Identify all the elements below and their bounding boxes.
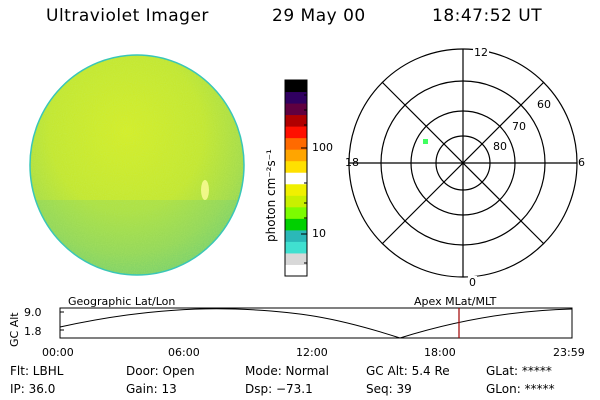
colorbar-unit-label: photon cm⁻²s⁻¹ <box>264 149 278 242</box>
mlt-label-0: 0 <box>468 276 477 289</box>
data-point <box>423 139 428 144</box>
timeline-tick-3: 18:00 <box>424 346 456 359</box>
colorbar-segment <box>285 264 307 277</box>
lat-label-60: 60 <box>536 98 552 111</box>
colorbar-segment <box>285 91 307 104</box>
time-label: 18:47:52 UT <box>432 6 543 26</box>
mlt-polar-plot <box>348 48 578 278</box>
timeline-tick-4: 23:59 <box>553 346 585 359</box>
colorbar-segment <box>285 80 307 93</box>
info-gc-alt: GC Alt: 5.4 Re <box>366 364 450 378</box>
timeline-tick-1: 06:00 <box>168 346 200 359</box>
colorbar-segment <box>285 195 307 208</box>
colorbar-segment <box>285 137 307 150</box>
info-seq: Seq: 39 <box>366 382 412 396</box>
mlt-label-12: 12 <box>473 46 489 59</box>
colorbar-segment <box>285 241 307 254</box>
colorbar-segment <box>285 160 307 173</box>
lat-label-70: 70 <box>511 120 527 133</box>
mlt-label-18: 18 <box>345 156 359 169</box>
colorbar-segment <box>285 114 307 127</box>
timeline-left-title: Geographic Lat/Lon <box>68 295 176 308</box>
info-door: Door: Open <box>126 364 195 378</box>
app-title: Ultraviolet Imager <box>46 6 209 26</box>
info-dsp: Dsp: −73.1 <box>245 382 313 396</box>
timeline-tick-2: 12:00 <box>296 346 328 359</box>
colorbar-tick-10: 10 <box>312 227 326 240</box>
colorbar-segment <box>285 149 307 162</box>
colorbar-segment <box>285 218 307 231</box>
info-ip: IP: 36.0 <box>10 382 56 396</box>
colorbar-segment <box>285 229 307 242</box>
colorbar-segment <box>285 103 307 116</box>
colorbar-tick-100: 100 <box>312 141 333 154</box>
colorbar-segment <box>285 206 307 219</box>
colorbar-segment <box>285 172 307 185</box>
lat-label-80: 80 <box>492 140 508 153</box>
timeline-axis-label: GC Alt <box>8 312 21 347</box>
gc-altitude-timeline <box>59 307 573 339</box>
color-bar <box>284 79 308 277</box>
timeline-tick-0: 00:00 <box>42 346 74 359</box>
info-glat: GLat: ***** <box>486 364 552 378</box>
info-gain: Gain: 13 <box>126 382 177 396</box>
timeline-y-top: 9.0 <box>24 306 42 319</box>
timeline-right-title: Apex MLat/MLT <box>414 295 497 308</box>
colorbar-segment <box>285 183 307 196</box>
info-filter: Flt: LBHL <box>10 364 64 378</box>
colorbar-segment <box>285 126 307 139</box>
mlt-label-6: 6 <box>578 156 585 169</box>
colorbar-segment <box>285 252 307 265</box>
earth-disk-image <box>29 54 245 276</box>
date-label: 29 May 00 <box>272 6 366 26</box>
info-mode: Mode: Normal <box>245 364 329 378</box>
info-glon: GLon: ***** <box>486 382 555 396</box>
timeline-y-bottom: 1.8 <box>24 325 42 338</box>
